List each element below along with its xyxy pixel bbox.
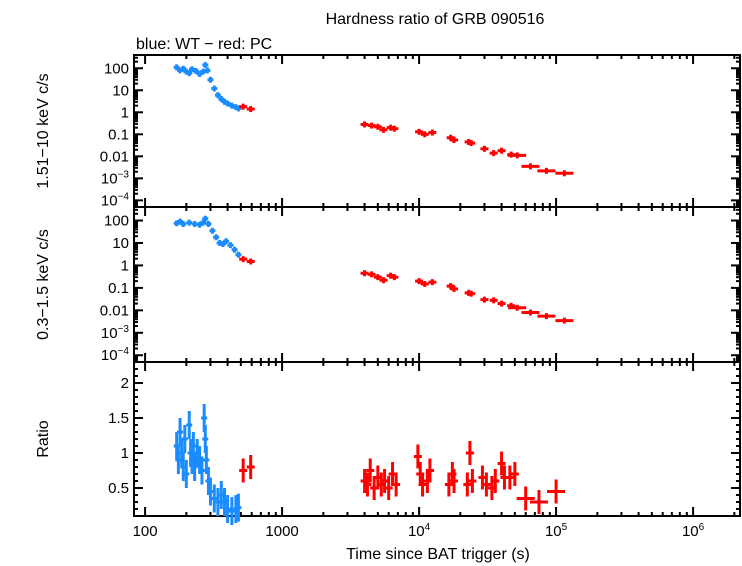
y-tick-label: 2 — [121, 375, 129, 392]
y-tick-label: 1 — [121, 257, 129, 274]
y-tick-label: 10−3 — [101, 324, 130, 342]
y-tick-label: 0.5 — [108, 480, 129, 497]
y-tick-label: 100 — [104, 213, 129, 230]
y-tick-label: 10−3 — [101, 169, 130, 187]
y-tick-label: 10−4 — [101, 346, 130, 364]
y-tick-label: 10−4 — [101, 191, 130, 209]
y-tick-label: 0.1 — [108, 126, 129, 143]
y-tick-label: 100 — [104, 60, 129, 77]
y-axis-label: 0.3−1.5 keV c/s — [35, 229, 52, 340]
panel-soft: 100 10 1 0.1 0.01 10−3 10−4 0.3−1.5 keV c/s — [35, 206, 741, 364]
x-axis-label: Time since BAT trigger (s) — [346, 546, 530, 563]
panel-ratio: 2 1.5 1 0.5 Ratio — [35, 361, 741, 526]
y-tick-label: 1 — [121, 445, 129, 462]
y-tick-label: 1 — [121, 104, 129, 121]
y-tick-label: 0.01 — [100, 302, 129, 319]
panel-hard: 100 10 1 0.1 0.01 10−3 10−4 1.51−10 keV c/s — [35, 54, 741, 209]
x-tick-label: 105 — [545, 522, 568, 540]
y-tick-label: 0.1 — [108, 280, 129, 297]
x-tick-label: 1000 — [265, 523, 298, 540]
y-tick-label: 1.5 — [108, 410, 129, 427]
chart-subtitle: blue: WT − red: PC — [136, 36, 272, 53]
y-tick-label: 10 — [112, 82, 129, 99]
x-tick-label: 106 — [682, 522, 705, 540]
y-tick-label: 0.01 — [100, 148, 129, 165]
chart-title: Hardness ratio of GRB 090516 — [326, 11, 545, 28]
panel-frame — [133, 206, 741, 363]
x-tick-label: 100 — [133, 523, 158, 540]
panel-frame — [133, 54, 741, 208]
x-tick-label: 104 — [408, 522, 431, 540]
y-axis-label: 1.51−10 keV c/s — [35, 73, 52, 188]
y-axis-label: Ratio — [35, 420, 52, 457]
y-tick-label: 10 — [112, 235, 129, 252]
